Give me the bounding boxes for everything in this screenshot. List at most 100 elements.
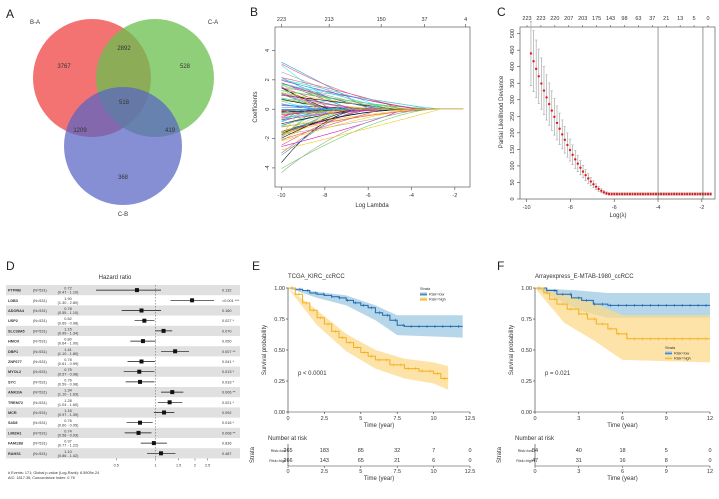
forest-hr-label: 0.76 bbox=[64, 378, 71, 382]
km-y-tick-label: 0.00 bbox=[521, 410, 532, 416]
km-plot-arrayexpress: Arrayexpress_E-MTAB-1980_ccRCC 0.00 0.25 0.… bbox=[497, 274, 713, 482]
cv-point bbox=[641, 192, 645, 196]
cv-point bbox=[607, 192, 611, 196]
cv-point bbox=[680, 192, 684, 196]
cv-y-tick-label: 350 bbox=[510, 79, 516, 88]
lasso-x-tick-label: -10 bbox=[278, 193, 286, 199]
lasso-top-tick-label: 213 bbox=[325, 17, 334, 23]
forest-hr-marker bbox=[162, 410, 167, 415]
cv-point bbox=[618, 192, 621, 196]
cv-point bbox=[529, 52, 533, 55]
cv-point bbox=[706, 192, 710, 196]
risk-table-x-tick-label: 5 bbox=[359, 469, 362, 475]
cv-point bbox=[555, 121, 559, 125]
forest-n-label: (N=531) bbox=[33, 431, 48, 435]
forest-hr-label: 0.80 bbox=[64, 338, 71, 342]
cv-x-label: Log(λ) bbox=[609, 213, 626, 219]
forest-footer-events: # Events: 171; Global p-value (Log-Rank)… bbox=[8, 471, 99, 475]
km-curve bbox=[535, 287, 710, 306]
risk-table-count: 0 bbox=[468, 458, 471, 464]
forest-ci-label: (0.77 - 1.22) bbox=[58, 444, 79, 448]
cv-point bbox=[649, 192, 652, 196]
cv-point bbox=[683, 192, 686, 196]
cv-point bbox=[605, 192, 608, 195]
km-y-label: Survival probability bbox=[262, 325, 268, 375]
risk-table-title: Number at risk bbox=[515, 436, 555, 442]
lasso-path-81 bbox=[281, 108, 464, 134]
cv-point bbox=[657, 192, 660, 196]
cv-point bbox=[628, 192, 632, 196]
km-curve bbox=[535, 287, 710, 340]
lasso-path-55 bbox=[281, 108, 464, 134]
cv-point bbox=[709, 192, 712, 196]
forest-ci-label: (0.58 - 0.93) bbox=[58, 434, 79, 438]
forest-gene-label: LDB3 bbox=[8, 299, 18, 303]
forest-p-label: 0.070 bbox=[222, 329, 232, 333]
risk-table-title: Number at risk bbox=[268, 436, 308, 442]
km-x-tick-label: 7.5 bbox=[393, 416, 401, 422]
panel-letter-d: D bbox=[6, 259, 15, 273]
forest-hr-label: 1.15 bbox=[64, 327, 71, 331]
forest-ci-label: (1.30 - 2.80) bbox=[58, 301, 79, 305]
cv-point bbox=[620, 192, 624, 196]
forest-hr-marker bbox=[139, 308, 144, 313]
forest-hr-label: 1.28 bbox=[64, 399, 71, 403]
forest-row-band bbox=[6, 387, 240, 398]
forest-ci-label: (0.64 - 1.00) bbox=[58, 342, 79, 346]
forest-p-label: 0.033 * bbox=[222, 380, 235, 384]
cv-deviance-plot: -10 -8 -6 -4 -205010015020025030035040045050… bbox=[499, 16, 716, 219]
cv-point bbox=[644, 192, 647, 196]
cv-x-tick-label: -4 bbox=[656, 205, 661, 211]
forest-row-band bbox=[6, 325, 240, 336]
cv-y-tick-label: 150 bbox=[510, 145, 516, 154]
forest-title: Hazard ratio bbox=[99, 275, 132, 281]
km-confidence-band bbox=[535, 288, 710, 318]
forest-hr-label: 1.41 bbox=[64, 348, 71, 352]
km-x-tick-label: 0 bbox=[533, 416, 536, 422]
forest-hr-label: 0.72 bbox=[64, 287, 71, 291]
cv-top-tick-label: 207 bbox=[564, 16, 573, 22]
forest-n-label: (N=531) bbox=[33, 370, 48, 374]
forest-gene-label: PTPRB bbox=[8, 289, 21, 293]
cv-point bbox=[532, 60, 535, 63]
forest-gene-label: MYOL2 bbox=[8, 370, 21, 374]
forest-n-label: (N=531) bbox=[33, 452, 48, 456]
km-plot-area bbox=[288, 288, 470, 412]
risk-table-count: 16 bbox=[619, 458, 625, 464]
forest-hr-label: 1.16 bbox=[64, 409, 71, 413]
venn-value-ca-cb: 419 bbox=[165, 128, 176, 134]
forest-hr-marker bbox=[151, 441, 156, 446]
cv-y-tick-label: 0 bbox=[510, 197, 516, 200]
forest-ci-label: (0.57 - 0.98) bbox=[58, 372, 79, 376]
venn-value-only-cb: 368 bbox=[118, 175, 129, 181]
forest-rows: PTPRB (N=531) 0.72(0.47 - 1.10) 0.132 LDB3 (N… bbox=[6, 285, 240, 459]
cv-point bbox=[667, 192, 671, 196]
forest-hr-label: 0.97 bbox=[64, 440, 71, 444]
km-y-tick-label: 0.50 bbox=[521, 348, 532, 354]
forest-hr-marker bbox=[138, 379, 143, 384]
forest-row-band bbox=[6, 427, 240, 438]
forest-hr-marker bbox=[137, 369, 142, 374]
cv-point bbox=[646, 192, 650, 196]
forest-hr-marker bbox=[190, 298, 195, 303]
cv-point bbox=[550, 109, 553, 112]
forest-n-label: (N=531) bbox=[33, 411, 48, 415]
risk-table-count: 32 bbox=[394, 448, 400, 454]
lasso-path-8 bbox=[281, 108, 464, 173]
cv-points bbox=[529, 20, 712, 199]
cv-point bbox=[547, 102, 551, 106]
cv-point bbox=[594, 185, 598, 188]
cv-top-tick-label: 5 bbox=[693, 16, 696, 22]
cv-point bbox=[696, 192, 699, 196]
lasso-top-tick-label: 150 bbox=[377, 17, 386, 23]
risk-table-x-tick-label: 3 bbox=[577, 469, 580, 475]
forest-ci-label: (1.04 - 1.60) bbox=[58, 403, 79, 407]
risk-table-x-tick-label: 2.5 bbox=[321, 469, 329, 475]
lasso-x-tick-label: -8 bbox=[322, 193, 327, 199]
forest-gene-label: RAHS1 bbox=[8, 452, 21, 456]
forest-p-label: 0.041 * bbox=[222, 360, 235, 364]
venn-value-ba-ca: 2892 bbox=[117, 46, 131, 52]
forest-hr-label: 0.76 bbox=[64, 419, 71, 423]
forest-x-tick-label: 1 bbox=[155, 463, 157, 467]
risk-table-strata-label: Strata bbox=[497, 446, 503, 463]
